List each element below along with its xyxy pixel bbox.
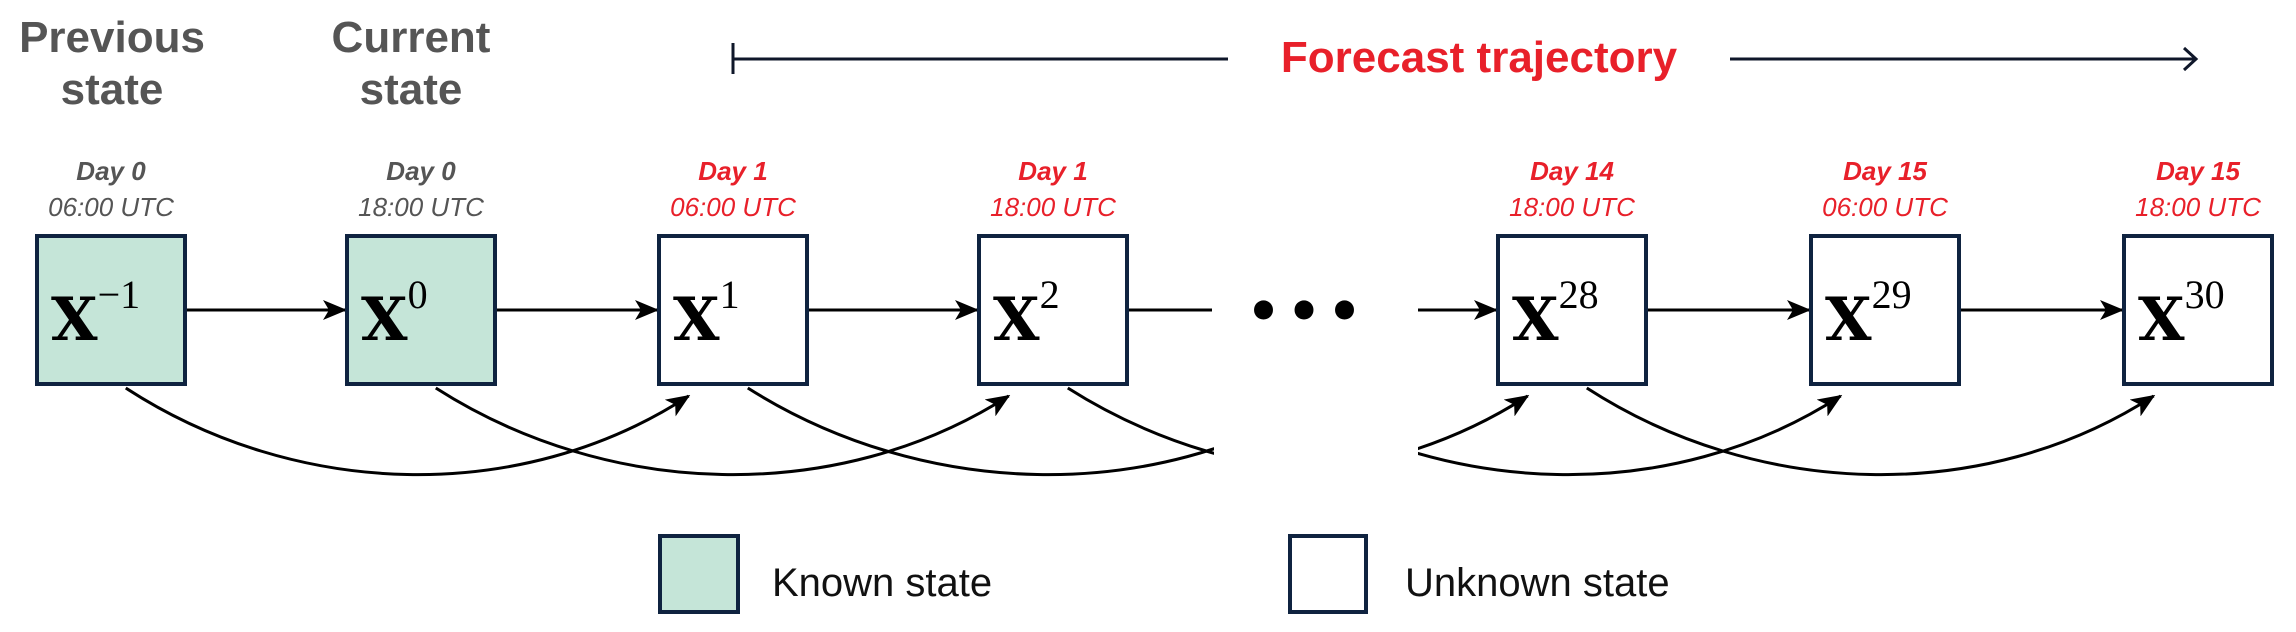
- state-symbol: X−1: [51, 272, 140, 355]
- state-symbol: X30: [2138, 272, 2225, 355]
- legend-known-label: Known state: [772, 561, 992, 605]
- unknown-state-box: [657, 234, 809, 386]
- state-node: Day 0 18:00 UTC X0: [345, 156, 497, 386]
- state-node: Day 15 18:00 UTC X30: [2122, 156, 2274, 386]
- unknown-state-box: [977, 234, 1129, 386]
- node-day: Day 0: [76, 156, 146, 186]
- state-node: Day 14 18:00 UTC X28: [1496, 156, 1648, 386]
- node-time: 18:00 UTC: [990, 192, 1116, 222]
- node-time: 06:00 UTC: [1822, 192, 1948, 222]
- skip-arrow: [746, 386, 1214, 476]
- known-state-box: [345, 234, 497, 386]
- node-day: Day 15: [1843, 156, 1927, 186]
- node-day: Day 1: [698, 156, 767, 186]
- node-day: Day 14: [1530, 156, 1614, 186]
- state-symbol: X0: [361, 272, 428, 355]
- state-symbol: X2: [993, 272, 1060, 355]
- legend-unknown-label: Unknown state: [1405, 561, 1670, 605]
- skip-arrow: [124, 386, 691, 476]
- node-day: Day 15: [2156, 156, 2240, 186]
- unknown-state-box: [1809, 234, 1961, 386]
- state-node: Day 15 06:00 UTC X29: [1809, 156, 1961, 386]
- skip-arrow: [1418, 394, 1843, 476]
- node-time: 18:00 UTC: [358, 192, 484, 222]
- state-node: Day 0 06:00 UTC X−1: [35, 156, 187, 386]
- state-node: Day 1 18:00 UTC X2: [977, 156, 1129, 386]
- legend-known-swatch: [658, 534, 740, 614]
- skip-arrow: [1585, 386, 2156, 476]
- state-symbol: X28: [1512, 272, 1599, 355]
- node-day: Day 0: [386, 156, 456, 186]
- skip-connections: [124, 386, 2156, 476]
- node-day: Day 1: [1018, 156, 1087, 186]
- ellipsis: •••: [1246, 280, 1368, 343]
- state-nodes: Day 0 06:00 UTC X−1 Day 0 18:00 UTC X0 Day 1 06…: [35, 156, 2274, 386]
- current-state-header: Current state: [332, 13, 491, 114]
- forecast-trajectory-title: Forecast trajectory: [1281, 33, 1678, 82]
- skip-arrow: [1418, 394, 1530, 450]
- legend-unknown-swatch: [1288, 534, 1368, 614]
- node-time: 06:00 UTC: [670, 192, 796, 222]
- state-node: Day 1 06:00 UTC X1: [657, 156, 809, 386]
- state-symbol: X1: [673, 272, 740, 355]
- known-state-box: [35, 234, 187, 386]
- node-time: 06:00 UTC: [48, 192, 174, 222]
- node-time: 18:00 UTC: [1509, 192, 1635, 222]
- node-time: 18:00 UTC: [2135, 192, 2261, 222]
- unknown-state-box: [1496, 234, 1648, 386]
- skip-arrow: [1066, 386, 1214, 455]
- unknown-state-box: [2122, 234, 2274, 386]
- skip-arrow: [434, 386, 1011, 476]
- state-symbol: X29: [1825, 272, 1912, 355]
- forecast-trajectory-arrow: [731, 43, 2199, 74]
- previous-state-header: Previous state: [19, 13, 205, 114]
